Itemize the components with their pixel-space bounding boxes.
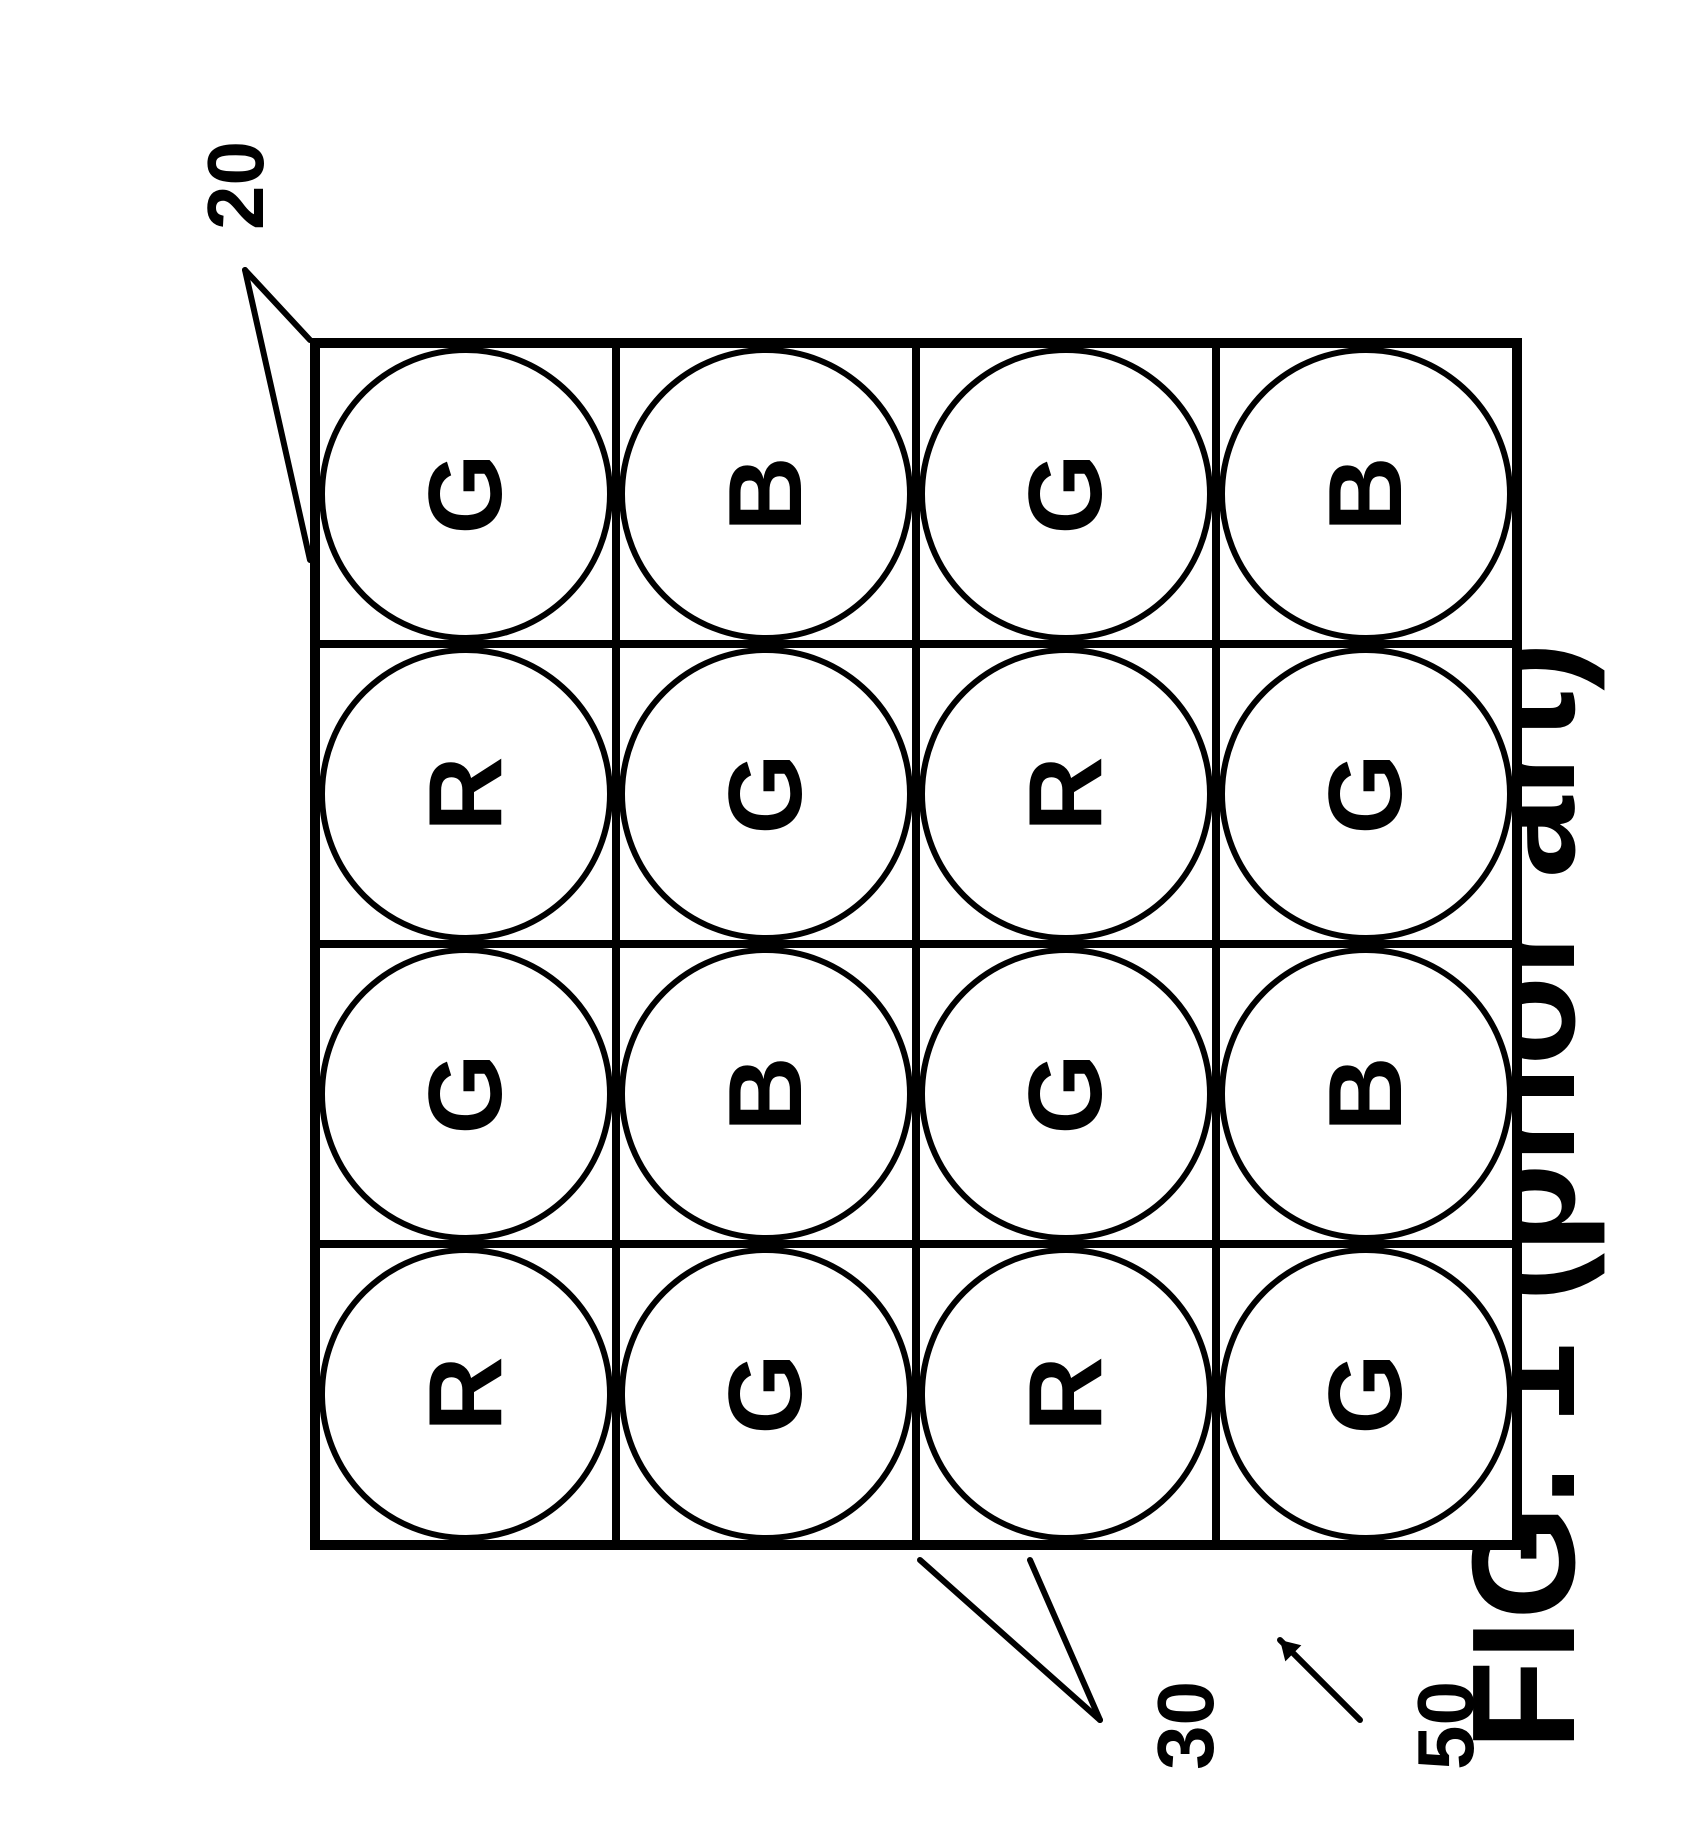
pixel-color-label: G bbox=[414, 454, 518, 535]
pixel-color-label: G bbox=[1014, 1054, 1118, 1135]
microlens: G bbox=[1219, 647, 1513, 941]
pixel-color-label: G bbox=[714, 1354, 818, 1435]
microlens: R bbox=[319, 647, 613, 941]
pixel-color-label: B bbox=[1314, 1056, 1418, 1131]
pixel-color-label: G bbox=[1014, 454, 1118, 535]
microlens: G bbox=[1219, 1247, 1513, 1541]
pixel-color-label: R bbox=[1014, 756, 1118, 831]
pixel-color-label: R bbox=[414, 756, 518, 831]
pixel-color-label: R bbox=[414, 1356, 518, 1431]
pixel-color-label: G bbox=[714, 754, 818, 835]
bayer-grid: R G R G G B G B R G R G G B G B bbox=[310, 338, 1522, 1550]
pixel-color-label: B bbox=[714, 1056, 818, 1131]
microlens: R bbox=[319, 1247, 613, 1541]
microlens: B bbox=[1219, 347, 1513, 641]
microlens: R bbox=[919, 1247, 1213, 1541]
microlens: G bbox=[319, 947, 613, 1241]
pixel-color-label: B bbox=[714, 456, 818, 531]
microlens: G bbox=[619, 647, 913, 941]
ref-30: 30 bbox=[1140, 1681, 1232, 1770]
microlens: B bbox=[619, 347, 913, 641]
microlens: B bbox=[1219, 947, 1513, 1241]
microlens: G bbox=[619, 1247, 913, 1541]
microlens: R bbox=[919, 647, 1213, 941]
microlens: G bbox=[919, 347, 1213, 641]
pixel-color-label: G bbox=[1314, 754, 1418, 835]
pixel-color-label: B bbox=[1314, 456, 1418, 531]
pixel-color-label: G bbox=[414, 1054, 518, 1135]
ref-20: 20 bbox=[190, 141, 282, 230]
microlens: G bbox=[919, 947, 1213, 1241]
pixel-color-label: G bbox=[1314, 1354, 1418, 1435]
pixel-color-label: R bbox=[1014, 1356, 1118, 1431]
microlens: G bbox=[319, 347, 613, 641]
microlens: B bbox=[619, 947, 913, 1241]
ref-50: 50 bbox=[1400, 1681, 1492, 1770]
